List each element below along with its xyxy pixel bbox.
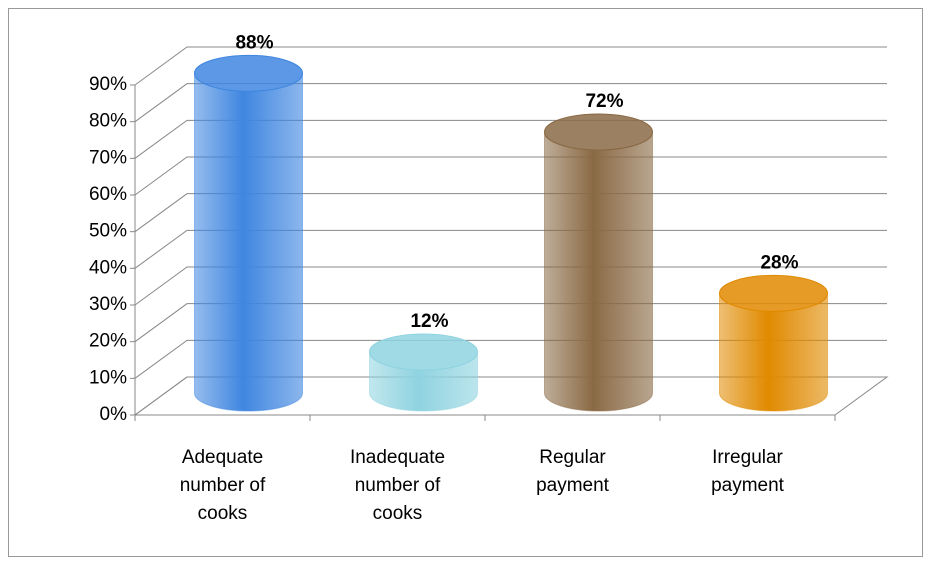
bar [194, 73, 303, 412]
data-label: 12% [410, 311, 448, 332]
chart-border [8, 8, 923, 557]
grid-line [134, 376, 887, 416]
y-tick-label: 90% [89, 74, 127, 95]
bar-top [369, 333, 478, 371]
grid-line [134, 119, 887, 159]
y-tick-label: 0% [100, 404, 128, 425]
y-tick-label: 10% [89, 367, 127, 388]
data-label: 28% [760, 252, 798, 273]
grid-line [134, 339, 887, 379]
x-tick-label: Adequate number of cooks [179, 447, 266, 524]
grid-line [134, 229, 887, 269]
y-tick-label: 80% [89, 111, 127, 132]
grid-line [134, 83, 887, 123]
x-tick-label: Irregular payment [711, 447, 784, 496]
grid-line [134, 156, 887, 196]
y-tick-label: 20% [89, 331, 127, 352]
y-tick-label: 60% [89, 184, 127, 205]
bar [544, 131, 653, 412]
x-tick-label: Regular payment [536, 447, 609, 496]
y-tick-label: 40% [89, 257, 127, 278]
grid-line [134, 303, 887, 343]
grid-line [134, 46, 887, 86]
data-label: 88% [235, 32, 273, 53]
bar-top [544, 113, 653, 151]
grid-line [134, 193, 887, 233]
y-tick-label: 30% [89, 294, 127, 315]
grid-line [134, 266, 887, 306]
bar-top [194, 54, 303, 92]
x-tick-label: Inadequate number of cooks [349, 447, 446, 524]
bar-top [719, 274, 828, 312]
data-label: 72% [585, 91, 623, 112]
y-tick-label: 70% [89, 147, 127, 168]
y-tick-label: 50% [89, 221, 127, 242]
